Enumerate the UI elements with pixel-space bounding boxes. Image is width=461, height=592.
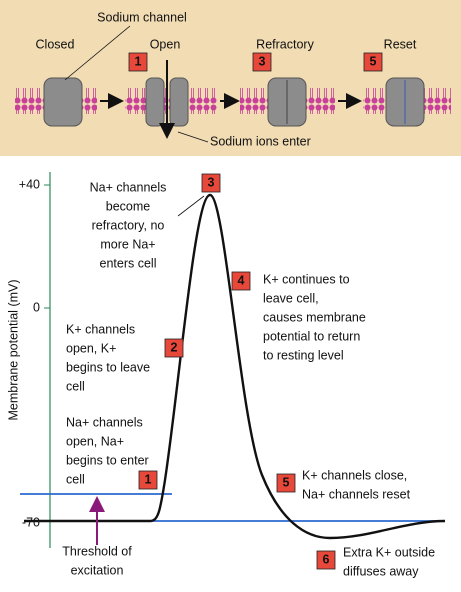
pointer — [177, 195, 205, 217]
step-number: 2 — [171, 340, 178, 354]
step-box — [276, 473, 296, 493]
step-number: 1 — [135, 54, 142, 68]
y-tick-label: -70 — [22, 515, 40, 529]
state-label: Closed — [36, 37, 75, 51]
annotation-line: Na+ channels reset — [302, 487, 411, 501]
pointer — [177, 131, 209, 143]
step-box — [231, 271, 251, 291]
annotation-line: leave cell, — [263, 291, 319, 305]
annotation-line: become — [106, 199, 151, 213]
annotation-line: begins to leave — [66, 360, 150, 374]
step-number: 4 — [238, 273, 245, 287]
y-tick-label: 0 — [33, 300, 40, 314]
state-label: Reset — [384, 37, 417, 51]
step-number: 5 — [283, 475, 290, 489]
channel-label: Sodium channel — [97, 10, 187, 24]
threshold-label: Threshold of — [62, 544, 132, 558]
y-axis-label: Membrane potential (mV) — [6, 279, 20, 420]
step-box — [201, 173, 221, 193]
annotation-line: cell — [66, 379, 85, 393]
annotation-line: cell — [66, 472, 85, 486]
annotation-line: open, K+ — [66, 341, 116, 355]
step-box — [164, 338, 184, 358]
annotation-line: K+ continues to — [263, 272, 350, 286]
pointer — [64, 25, 131, 81]
y-tick-label: +40 — [19, 177, 40, 191]
annotation-line: more Na+ — [100, 237, 155, 251]
annotation-line: K+ channels close, — [302, 468, 407, 482]
ions-label: Sodium ions enter — [210, 134, 311, 148]
annotation-line: open, Na+ — [66, 434, 124, 448]
step-number: 3 — [259, 54, 266, 68]
annotation-line: to resting level — [263, 348, 344, 362]
annotation-line: Na+ channels — [66, 415, 143, 429]
annotation-line: diffuses away — [343, 564, 419, 578]
step-box — [363, 52, 383, 72]
annotation-line: Na+ channels — [90, 180, 167, 194]
annotations: 3 Na+ channels become refractory, no more Na… — [66, 173, 435, 578]
state-label: Refractory — [256, 37, 314, 51]
state-label: Open — [150, 37, 181, 51]
annotation-line: refractory, no — [92, 218, 165, 232]
step-number: 3 — [208, 175, 215, 189]
annotation-line: K+ channels — [66, 322, 135, 336]
step-number: 5 — [370, 54, 377, 68]
step-box — [138, 470, 158, 490]
annotation-line: causes membrane — [263, 310, 366, 324]
step-box — [316, 550, 336, 570]
step-number: 6 — [323, 552, 330, 566]
action-potential-curve — [24, 193, 446, 540]
annotation-line: begins to enter — [66, 453, 149, 467]
channels — [43, 77, 425, 127]
annotation-line: potential to return — [263, 329, 360, 343]
annotation-line: enters cell — [100, 256, 157, 270]
annotation-line: Extra K+ outside — [343, 545, 435, 559]
threshold-label: excitation — [71, 563, 124, 577]
step-box — [128, 52, 148, 72]
step-number: 1 — [145, 472, 152, 486]
step-box — [252, 52, 272, 72]
